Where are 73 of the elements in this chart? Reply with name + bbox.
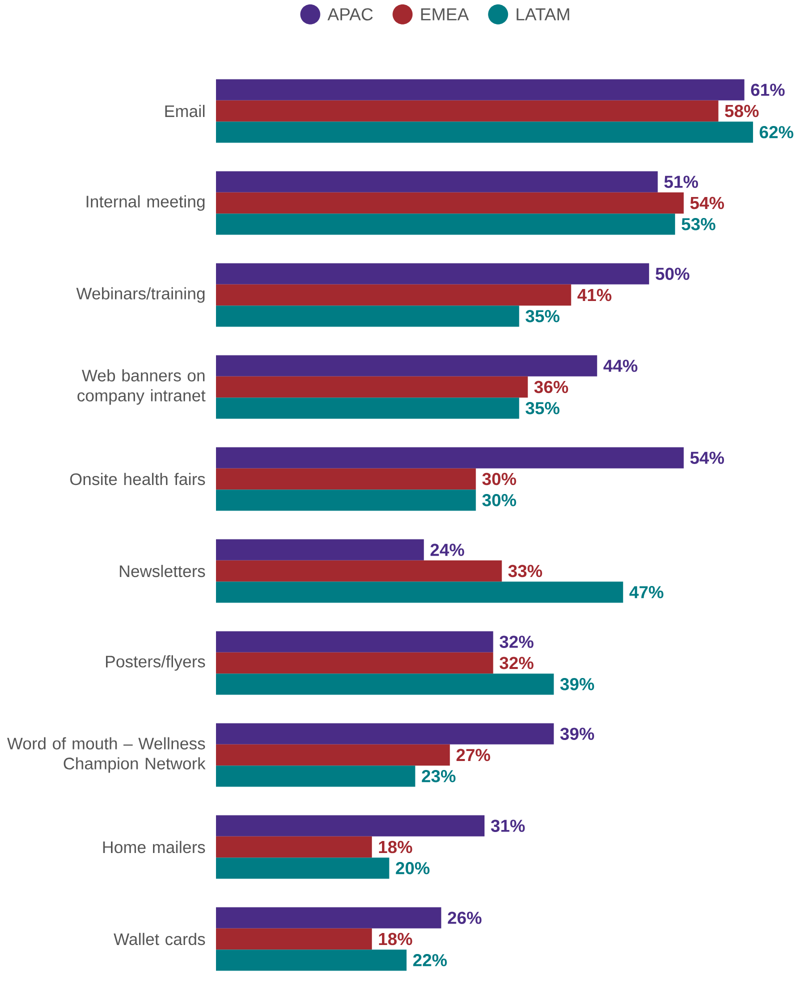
data-label: 36% [534, 380, 568, 394]
y-tick-label: Newsletters [120, 564, 205, 578]
bar [216, 468, 476, 490]
bar [216, 560, 502, 582]
data-label: 30% [482, 494, 516, 506]
y-tick-label: Word of mouth – Wellness Champion Network [7, 737, 206, 773]
data-label: 41% [577, 288, 612, 302]
bar [216, 723, 554, 744]
data-label: 62% [760, 126, 794, 138]
data-label: 18% [379, 932, 412, 946]
bar [216, 398, 520, 419]
bar [216, 122, 754, 143]
bar [216, 631, 494, 652]
data-label: 32% [500, 656, 534, 670]
data-label: 32% [500, 636, 534, 648]
bar [216, 907, 442, 928]
bar [216, 836, 372, 858]
bar [216, 355, 598, 376]
legend-label: LATAM [516, 8, 570, 20]
bar [216, 171, 658, 192]
data-label: 54% [690, 196, 724, 210]
y-tick-label: Webinars/training [76, 287, 204, 303]
data-label: 35% [526, 310, 560, 322]
bar [216, 928, 372, 950]
data-label: 33% [508, 564, 542, 578]
bar [216, 100, 718, 122]
data-label: 31% [490, 820, 525, 832]
data-label: 47% [629, 586, 664, 598]
y-tick-label: Web banners on company intranet [78, 369, 206, 405]
bar [216, 950, 407, 971]
y-tick-label: Internal meeting [86, 195, 204, 211]
bar [216, 447, 684, 468]
data-label: 58% [724, 104, 759, 118]
data-label: 50% [656, 268, 690, 280]
data-label: 53% [682, 218, 716, 230]
data-label: 35% [526, 402, 560, 414]
y-tick-label: Posters/flyers [106, 655, 205, 671]
data-label: 44% [603, 360, 638, 372]
data-label: 22% [413, 954, 447, 966]
bar [216, 744, 450, 766]
data-label: 27% [456, 748, 490, 762]
bar [216, 674, 554, 695]
y-tick-label: Home mailers [103, 840, 205, 854]
data-label: 54% [690, 452, 724, 464]
bar [216, 214, 676, 235]
bar [216, 582, 624, 603]
bar [216, 815, 485, 836]
bar [216, 263, 650, 284]
bar [216, 766, 416, 787]
legend-label: APAC [328, 8, 373, 20]
y-tick-label: Onsite health fairs [70, 472, 205, 486]
data-label: 23% [422, 770, 456, 782]
bar [216, 284, 572, 306]
bar [216, 652, 494, 674]
data-label: 51% [664, 176, 698, 188]
bar [216, 539, 424, 560]
y-tick-label: Email [165, 104, 204, 118]
bar [216, 858, 390, 879]
y-tick-label: Wallet cards [114, 932, 205, 946]
bar [216, 376, 528, 398]
data-label: 24% [430, 544, 464, 556]
data-label: 18% [379, 840, 412, 854]
data-label: 39% [560, 728, 594, 740]
bar [216, 490, 476, 511]
data-label: 26% [448, 912, 482, 924]
bar [216, 192, 684, 214]
bar [216, 79, 744, 100]
data-label: 39% [560, 678, 594, 690]
data-label: 30% [482, 472, 516, 486]
data-label: 20% [396, 862, 430, 874]
legend-label: EMEA [421, 8, 469, 20]
bar [216, 306, 520, 327]
data-label: 61% [751, 84, 785, 96]
